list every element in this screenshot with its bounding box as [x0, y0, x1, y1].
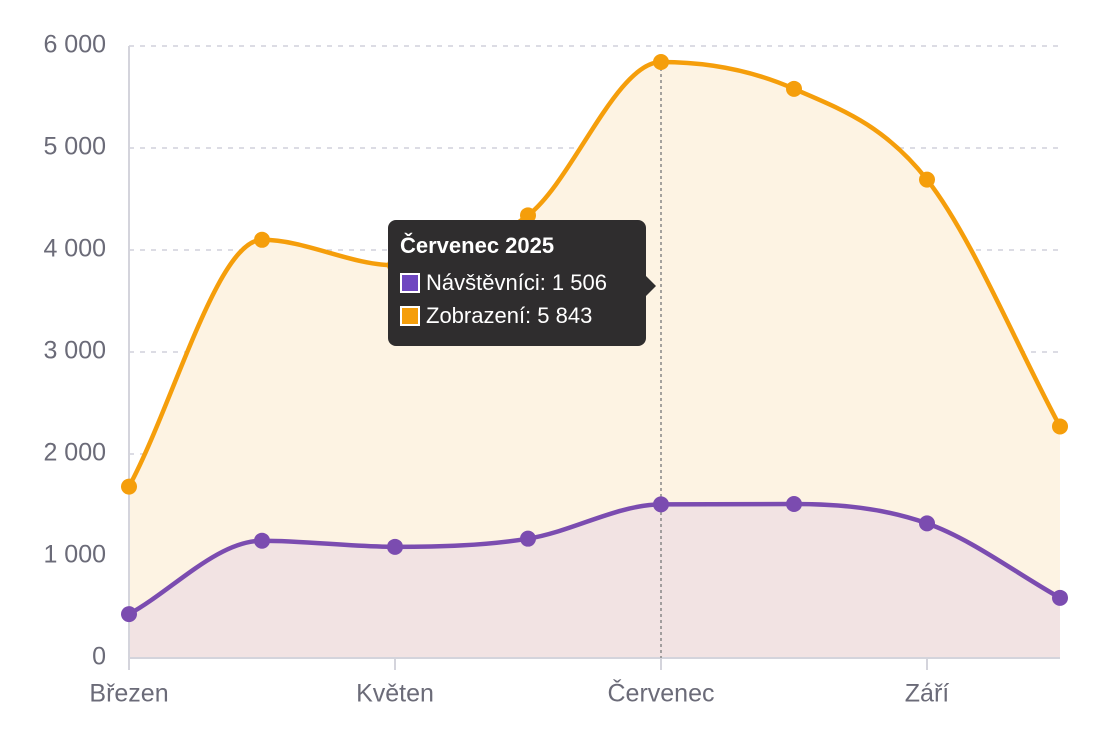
data-point[interactable]: [254, 231, 270, 248]
data-point[interactable]: [254, 532, 270, 549]
tooltip-title: Červenec 2025: [400, 233, 555, 258]
y-tick-label: 6 000: [43, 31, 106, 59]
data-point[interactable]: [1052, 418, 1068, 435]
x-tick-label: Září: [905, 680, 950, 708]
y-tick-label: 3 000: [43, 337, 106, 365]
data-point[interactable]: [919, 515, 935, 532]
views-swatch: [400, 305, 420, 326]
tooltip-visitors-label: Návštěvníci: 1 506: [426, 270, 607, 295]
x-tick-label: Květen: [356, 680, 434, 708]
data-point[interactable]: [121, 478, 137, 495]
data-point[interactable]: [653, 54, 669, 71]
series-area: [129, 503, 1060, 658]
x-axis-ticks: Březen Květen Červenec Září: [89, 658, 949, 708]
data-point[interactable]: [121, 606, 137, 623]
tooltip-row-visitors: Návštěvníci: 1 506: [400, 266, 634, 299]
data-point[interactable]: [1052, 589, 1068, 606]
data-points[interactable]: [121, 54, 1068, 623]
axes: [128, 46, 1060, 659]
data-point[interactable]: [919, 171, 935, 188]
y-tick-label: 4 000: [43, 235, 106, 263]
chart-tooltip: Červenec 2025 Návštěvníci: 1 506 Zobraze…: [388, 220, 656, 346]
data-point[interactable]: [653, 496, 669, 513]
y-tick-label: 0: [92, 643, 106, 671]
data-point[interactable]: [786, 80, 802, 97]
tooltip-views-label: Zobrazení: 5 843: [426, 303, 593, 328]
tooltip-row-views: Zobrazení: 5 843: [400, 299, 634, 332]
series-areas: [129, 62, 1060, 659]
data-point[interactable]: [520, 530, 536, 547]
x-tick-label: Březen: [89, 680, 168, 708]
data-point[interactable]: [786, 495, 802, 512]
visitors-swatch: [400, 272, 420, 293]
x-tick-label: Červenec: [608, 679, 715, 708]
y-axis-ticks: 0 1 000 2 000 3 000 4 000 5 000 6 000: [43, 31, 106, 671]
data-point[interactable]: [387, 538, 403, 555]
y-tick-label: 1 000: [43, 541, 106, 569]
y-tick-label: 2 000: [43, 439, 106, 467]
y-tick-label: 5 000: [43, 133, 106, 161]
data-point[interactable]: [520, 207, 536, 224]
